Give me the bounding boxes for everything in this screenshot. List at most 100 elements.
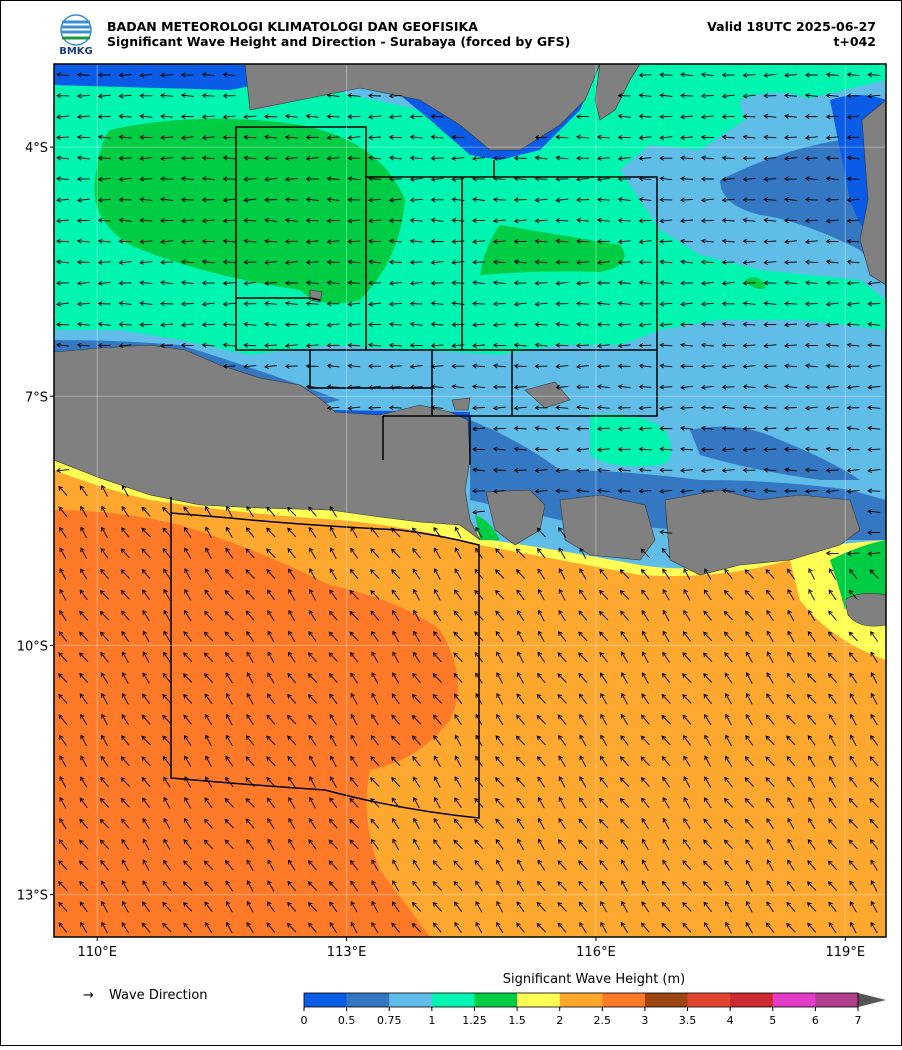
- colorbar-tick-label: 1.5: [508, 1014, 526, 1027]
- field-dark-orange: [54, 510, 458, 937]
- colorbar-tick-label: 5: [769, 1014, 776, 1027]
- colorbar-segment: [517, 993, 560, 1007]
- colorbar-label: Significant Wave Height (m): [503, 972, 685, 987]
- colorbar-tick-label: 0: [301, 1014, 308, 1027]
- wave-arrow-row: [56, 300, 881, 307]
- wave-arrow-row: [56, 155, 860, 162]
- y-tick-label: 4°S: [25, 141, 48, 156]
- wave-arrow-row: [59, 547, 881, 559]
- axes: 110°E 113°E 116°E 119°E 4°S 7°S 10°S 13°S: [17, 141, 865, 960]
- legend-arrow: →: [83, 988, 94, 1003]
- field-green: [94, 118, 405, 304]
- wave-arrow-row: [58, 651, 878, 663]
- wave-arrow-row: [56, 134, 860, 141]
- x-tick-label: 110°E: [77, 945, 117, 960]
- field-aquamarine: [590, 414, 672, 467]
- wave-arrow-row: [58, 692, 878, 705]
- colorbar-tick-label: 2.5: [594, 1014, 612, 1027]
- wave-arrow-row: [58, 880, 878, 892]
- grid: [54, 64, 886, 937]
- wave-arrow-row: [56, 113, 860, 120]
- wave-arrow-row: [472, 425, 881, 432]
- wave-arrows: [56, 72, 881, 934]
- wave-arrow-row: [59, 588, 858, 601]
- colorbar-extension: [858, 993, 886, 1007]
- field-green: [745, 277, 766, 289]
- wave-arrow-row: [56, 72, 881, 78]
- colorbar-segment: [559, 993, 603, 1007]
- wave-arrow-row: [56, 259, 860, 266]
- wave-arrow-row: [59, 568, 879, 580]
- wave-arrow-row: [56, 176, 860, 182]
- wave-arrow-row: [59, 817, 879, 830]
- colorbar-tick-label: 4: [727, 1014, 734, 1027]
- land: [54, 64, 886, 627]
- legend-label: Wave Direction: [109, 988, 208, 1003]
- wave-arrow-row: [56, 321, 881, 328]
- wave-arrow-row: [472, 446, 881, 453]
- colorbar-tick-label: 3: [641, 1014, 648, 1027]
- field-mid-blue: [690, 426, 860, 480]
- wave-arrow-row: [58, 505, 881, 518]
- colorbar-tick-label: 0.5: [338, 1014, 356, 1027]
- wave-arrow-row: [59, 734, 879, 747]
- field-green: [830, 540, 886, 610]
- colorbar-tick-label: 0.75: [377, 1014, 402, 1027]
- wave-arrow-row: [58, 859, 878, 871]
- map-frame: [53, 63, 887, 938]
- colorbar-tick-label: 7: [855, 1014, 862, 1027]
- wave-arrow-row: [305, 384, 881, 390]
- lead-time: t+042: [833, 34, 876, 49]
- colorbar-segment: [772, 993, 816, 1007]
- wave-arrow-row: [56, 196, 860, 203]
- field-blue: [54, 64, 255, 90]
- colorbar-segment: [431, 993, 475, 1007]
- wave-arrow-row: [56, 217, 860, 224]
- field-green: [475, 515, 500, 540]
- wave-arrow-row: [59, 776, 879, 788]
- wave-arrow-row: [59, 796, 879, 809]
- wave-arrow-row: [58, 921, 878, 934]
- wave-arrow-row: [58, 630, 879, 643]
- colorbar-segment: [730, 993, 774, 1007]
- valid-time: Valid 18UTC 2025-06-27: [707, 19, 876, 34]
- colorbar-segment: [602, 993, 646, 1007]
- wave-arrow-row: [56, 92, 881, 99]
- colorbar-tick-label: 1: [428, 1014, 435, 1027]
- colorbar-segment: [346, 993, 390, 1007]
- wave-arrow-row: [59, 609, 837, 622]
- wave-arrow-row: [59, 755, 879, 767]
- colorbar-segment: [815, 993, 859, 1007]
- agency: BADAN METEOROLOGI KLIMATOLOGI DAN GEOFIS…: [107, 19, 478, 34]
- y-tick-label: 7°S: [25, 390, 48, 405]
- colorbar-tick-label: 6: [812, 1014, 819, 1027]
- colorbar-frame: [303, 992, 859, 1008]
- colorbar-segment: [644, 993, 688, 1007]
- colorbar-segment: [474, 993, 518, 1007]
- colorbar: 0 0.5 0.75 1 1.25 1.5 2 2.5 3 3.5 4 5 6 7: [301, 992, 886, 1027]
- y-tick-label: 10°S: [17, 639, 48, 654]
- x-tick-label: 113°E: [327, 945, 367, 960]
- chart-title: Significant Wave Height and Direction - …: [107, 34, 570, 49]
- wave-arrow-row: [58, 713, 878, 726]
- wave-arrow-row: [56, 467, 881, 474]
- map: [54, 64, 886, 937]
- colorbar-tick-label: 1.25: [462, 1014, 487, 1027]
- colorbar-segment: [304, 993, 347, 1007]
- x-tick-label: 116°E: [576, 945, 616, 960]
- zone-outlines: [170, 126, 658, 819]
- y-tick-label: 13°S: [17, 889, 48, 904]
- wave-arrow-row: [56, 342, 881, 349]
- x-tick-label: 119°E: [826, 945, 866, 960]
- colorbar-segment: [687, 993, 731, 1007]
- colorbar-segment: [389, 993, 433, 1007]
- wave-arrow-row: [326, 404, 881, 411]
- colorbar-tick-label: 2: [556, 1014, 563, 1027]
- wave-arrow-row: [59, 526, 881, 539]
- wave-arrow-row: [58, 838, 879, 851]
- wave-arrow-row: [58, 484, 881, 497]
- logo-text: BMKG: [59, 46, 93, 57]
- wave-arrow-row: [58, 672, 878, 684]
- logo: BMKG: [59, 14, 93, 57]
